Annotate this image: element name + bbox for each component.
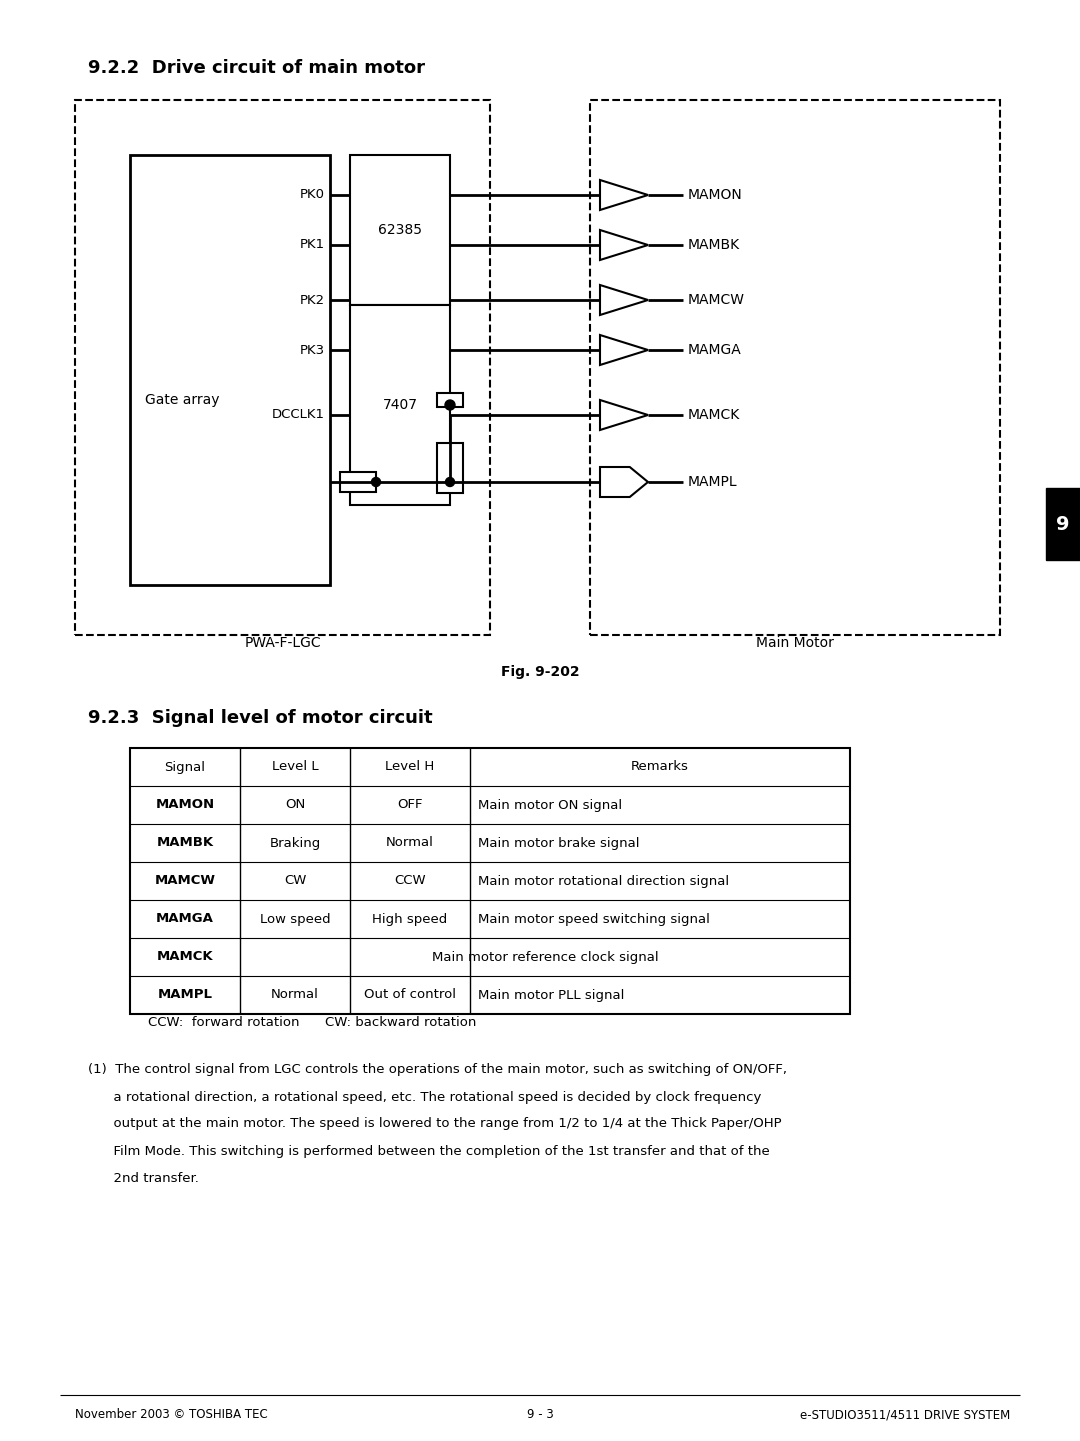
Text: 9.2.3  Signal level of motor circuit: 9.2.3 Signal level of motor circuit xyxy=(87,709,433,728)
Text: 62385: 62385 xyxy=(378,223,422,236)
Text: e-STUDIO3511/4511 DRIVE SYSTEM: e-STUDIO3511/4511 DRIVE SYSTEM xyxy=(800,1408,1010,1421)
Text: 7407: 7407 xyxy=(382,398,418,412)
Circle shape xyxy=(445,401,455,411)
Text: OFF: OFF xyxy=(397,798,422,811)
Text: Level L: Level L xyxy=(272,761,319,774)
Text: Braking: Braking xyxy=(269,836,321,850)
Text: Low speed: Low speed xyxy=(259,912,330,925)
Text: PK2: PK2 xyxy=(300,294,325,307)
Text: Normal: Normal xyxy=(271,989,319,1001)
Text: CCW:  forward rotation      CW: backward rotation: CCW: forward rotation CW: backward rotat… xyxy=(148,1016,476,1029)
Circle shape xyxy=(446,477,455,487)
Circle shape xyxy=(372,477,380,487)
Text: (1)  The control signal from LGC controls the operations of the main motor, such: (1) The control signal from LGC controls… xyxy=(87,1063,787,1076)
Bar xyxy=(350,156,450,305)
Text: PK1: PK1 xyxy=(300,239,325,252)
Text: MAMGA: MAMGA xyxy=(157,912,214,925)
Text: DCCLK1: DCCLK1 xyxy=(272,408,325,422)
Text: MAMGA: MAMGA xyxy=(688,343,742,357)
Polygon shape xyxy=(600,285,648,316)
Text: PK3: PK3 xyxy=(300,343,325,356)
Text: Main Motor: Main Motor xyxy=(756,635,834,650)
Text: MAMBK: MAMBK xyxy=(688,238,740,252)
Polygon shape xyxy=(600,334,648,365)
Text: Main motor PLL signal: Main motor PLL signal xyxy=(478,989,624,1001)
Text: November 2003 © TOSHIBA TEC: November 2003 © TOSHIBA TEC xyxy=(75,1408,268,1421)
Bar xyxy=(437,393,463,406)
Text: a rotational direction, a rotational speed, etc. The rotational speed is decided: a rotational direction, a rotational spe… xyxy=(87,1091,761,1104)
Text: MAMBK: MAMBK xyxy=(157,836,214,850)
Text: MAMPL: MAMPL xyxy=(688,476,738,488)
Bar xyxy=(1047,488,1080,561)
Text: 9 - 3: 9 - 3 xyxy=(527,1408,553,1421)
Bar xyxy=(340,473,376,491)
Text: MAMCK: MAMCK xyxy=(688,408,740,422)
Text: Main motor rotational direction signal: Main motor rotational direction signal xyxy=(478,875,729,888)
Bar xyxy=(350,305,450,504)
Text: PWA-F-LGC: PWA-F-LGC xyxy=(244,635,321,650)
Text: 9.2.2  Drive circuit of main motor: 9.2.2 Drive circuit of main motor xyxy=(87,59,426,76)
Polygon shape xyxy=(600,401,648,429)
Text: CW: CW xyxy=(284,875,307,888)
Text: Main motor brake signal: Main motor brake signal xyxy=(478,836,639,850)
Text: Main motor speed switching signal: Main motor speed switching signal xyxy=(478,912,710,925)
Text: Out of control: Out of control xyxy=(364,989,456,1001)
Text: Level H: Level H xyxy=(386,761,434,774)
Bar xyxy=(130,156,330,585)
Text: output at the main motor. The speed is lowered to the range from 1/2 to 1/4 at t: output at the main motor. The speed is l… xyxy=(87,1118,782,1131)
Text: CCW: CCW xyxy=(394,875,426,888)
Text: Normal: Normal xyxy=(386,836,434,850)
Text: Signal: Signal xyxy=(164,761,205,774)
Bar xyxy=(590,99,1000,635)
Text: 9: 9 xyxy=(1056,514,1070,533)
Text: MAMCW: MAMCW xyxy=(154,875,216,888)
Bar xyxy=(437,442,463,493)
Text: Main motor reference clock signal: Main motor reference clock signal xyxy=(432,951,659,964)
Text: Main motor ON signal: Main motor ON signal xyxy=(478,798,622,811)
Text: 2nd transfer.: 2nd transfer. xyxy=(87,1172,199,1185)
Text: ON: ON xyxy=(285,798,306,811)
Text: MAMON: MAMON xyxy=(156,798,215,811)
Bar xyxy=(75,99,490,635)
Bar xyxy=(130,748,850,1014)
Text: Fig. 9-202: Fig. 9-202 xyxy=(501,664,579,679)
Text: MAMCK: MAMCK xyxy=(157,951,214,964)
Text: MAMCW: MAMCW xyxy=(688,293,745,307)
Text: High speed: High speed xyxy=(373,912,447,925)
Text: Gate array: Gate array xyxy=(145,393,219,406)
Polygon shape xyxy=(600,180,648,210)
Text: Remarks: Remarks xyxy=(631,761,689,774)
Text: MAMON: MAMON xyxy=(688,187,743,202)
Polygon shape xyxy=(600,467,648,497)
Text: PK0: PK0 xyxy=(300,189,325,202)
Text: Film Mode. This switching is performed between the completion of the 1st transfe: Film Mode. This switching is performed b… xyxy=(87,1144,770,1157)
Text: MAMPL: MAMPL xyxy=(158,989,213,1001)
Polygon shape xyxy=(600,231,648,259)
